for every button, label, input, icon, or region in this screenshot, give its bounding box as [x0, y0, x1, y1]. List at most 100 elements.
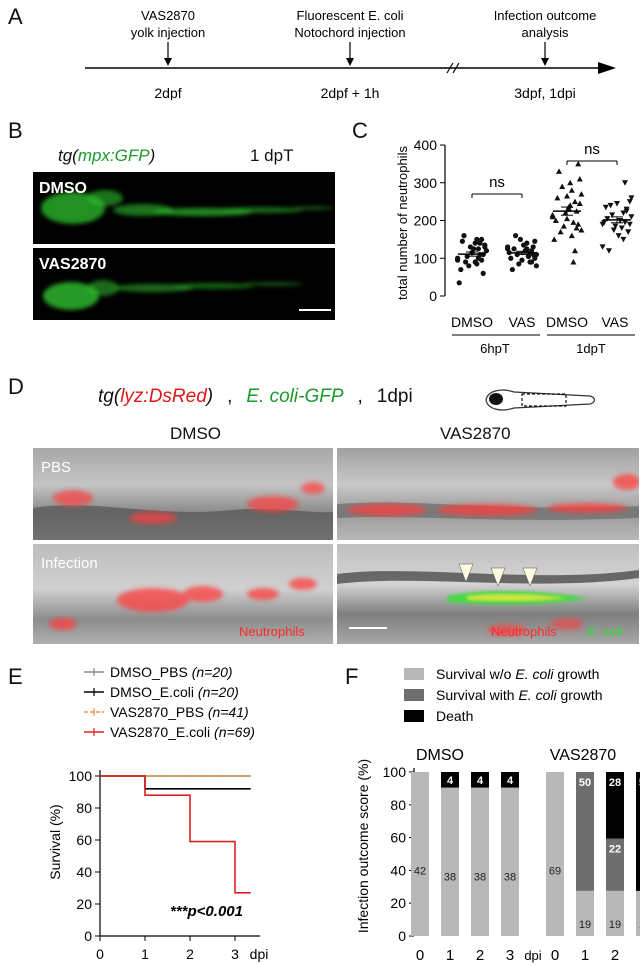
f-xtick-label: 3 — [506, 947, 514, 964]
f-bar-segment — [636, 890, 640, 936]
f-bar-label: 19 — [609, 919, 621, 931]
d-neutrophils-label-2: Neutrophils — [491, 624, 557, 639]
mpx-vas-image: VAS2870 — [33, 248, 335, 320]
c-ytick-label: 100 — [414, 250, 438, 266]
timeline-event-1: VAS2870 yolk injection 2dpf — [131, 8, 205, 100]
f-ytick-label: 100 — [383, 764, 407, 780]
c-point — [568, 187, 575, 193]
f-bar-label: 50 — [579, 777, 591, 789]
c-point — [477, 240, 483, 246]
e-ytick-label: 80 — [76, 800, 92, 816]
arrowhead-marker-2 — [490, 567, 506, 587]
arrowhead-marker-3 — [522, 567, 538, 587]
c-group-4: VAS — [602, 314, 629, 330]
panel-d-title: tg(lyz:DsRed), E. coli-GFP, 1dpi — [98, 386, 413, 408]
c-point — [455, 255, 461, 261]
event-1-line2: yolk injection — [131, 25, 205, 40]
event-2-arrow — [346, 58, 354, 66]
f-bar-label: 22 — [609, 844, 621, 856]
f-bar-label: 19 — [579, 919, 591, 931]
c-point — [623, 208, 630, 215]
c-point — [615, 233, 622, 239]
d-gene: lyz:DsRed — [120, 386, 207, 407]
f-group-dmso: DMSO — [416, 747, 464, 764]
c-point — [560, 223, 567, 229]
c-point — [557, 228, 564, 235]
e-legend-label: VAS2870_PBS (n=41) — [110, 704, 249, 720]
c-point — [628, 214, 635, 220]
d-row-infection: Infection — [41, 555, 98, 572]
c-yticks: 0 100 200 300 400 — [414, 137, 445, 304]
timeline-event-3: Infection outcome analysis 3dpf, 1dpi — [494, 8, 597, 100]
c-point — [578, 191, 585, 197]
f-bar-segment — [441, 787, 459, 936]
c-point — [505, 244, 511, 250]
f-bar-segment — [501, 772, 519, 788]
f-legend-label: Death — [436, 708, 473, 724]
c-sig-ns-1: ns — [489, 174, 505, 191]
event-2-line1: Fluorescent E. coli — [297, 8, 404, 23]
d-ecoli: E. coli-GFP — [246, 386, 344, 407]
f-xtick-label: 1 — [581, 947, 589, 964]
e-ytick-label: 40 — [76, 864, 92, 880]
f-bar-segment — [546, 772, 564, 936]
title-tg: tg( — [58, 146, 78, 165]
e-xtick-label: 1 — [141, 946, 149, 962]
f-bars: 42 38 4 38 4 38 4 69 19 50 19 22 28 19 50 — [411, 772, 640, 936]
panel-label-e: E — [8, 664, 23, 689]
c-point — [572, 247, 578, 254]
mpx-dmso-label: DMSO — [39, 180, 87, 197]
c-point — [508, 255, 514, 261]
f-ytick-label: 40 — [390, 862, 406, 878]
c-point — [459, 238, 465, 244]
e-ytick-label: 0 — [84, 928, 92, 944]
f-xtick-label: 0 — [416, 947, 424, 964]
f-bar-label: 69 — [549, 865, 561, 877]
survival-curve-chart: DMSO_PBS (n=20) DMSO_E.coli (n=20) VAS2870… — [47, 664, 268, 962]
f-bar-segment — [501, 787, 519, 936]
c-point — [626, 221, 633, 228]
event-3-time: 3dpf, 1dpi — [514, 85, 576, 100]
f-group-vas: VAS2870 — [550, 747, 617, 764]
d-time: 1dpi — [376, 386, 413, 407]
f-xtick-label: 2 — [611, 947, 619, 964]
c-point — [533, 263, 539, 269]
event-1-arrow — [164, 58, 172, 66]
title-end: ) — [149, 146, 156, 165]
f-ylabel: Infection outcome score (%) — [355, 759, 371, 933]
c-point — [614, 201, 620, 207]
c-point — [567, 179, 574, 186]
c-point — [472, 259, 478, 265]
f-bar-label: 4 — [447, 775, 454, 787]
f-xtick-label: 1 — [446, 947, 454, 964]
c-group-3: DMSO — [546, 314, 588, 330]
c-point — [513, 233, 519, 239]
title-gene: mpx:GFP — [77, 146, 150, 165]
c-point — [628, 195, 635, 201]
c-time-2: 1dpT — [576, 341, 606, 356]
c-point — [466, 263, 472, 269]
c-point — [626, 199, 633, 205]
c-point — [570, 259, 577, 265]
d-col-dmso: DMSO — [170, 424, 221, 443]
c-point — [570, 219, 577, 225]
c-point — [609, 212, 616, 218]
dsred-dmso-pbs-image: PBS — [33, 448, 333, 540]
infection-outcome-chart: Survival w/o E. coli growth Survival with… — [355, 666, 640, 964]
c-point — [573, 225, 580, 231]
panel-label-a: A — [8, 4, 23, 29]
e-ytick-label: 100 — [69, 768, 93, 784]
c-point — [552, 217, 559, 223]
event-1-time: 2dpf — [154, 85, 181, 100]
f-bar-label: 42 — [414, 865, 426, 877]
dsred-vas-infection-image: Neutrophils E. coli — [337, 544, 639, 644]
c-ytick-label: 400 — [414, 137, 438, 153]
d-neutrophils-label-1: Neutrophils — [239, 624, 305, 639]
c-point — [463, 259, 469, 265]
c-point — [549, 211, 556, 218]
panel-b-title: tg(mpx:GFP) — [58, 146, 155, 166]
c-point — [572, 198, 578, 205]
f-bar-segment — [576, 890, 594, 936]
c-point — [601, 219, 608, 226]
c-ytick-label: 300 — [414, 175, 438, 191]
